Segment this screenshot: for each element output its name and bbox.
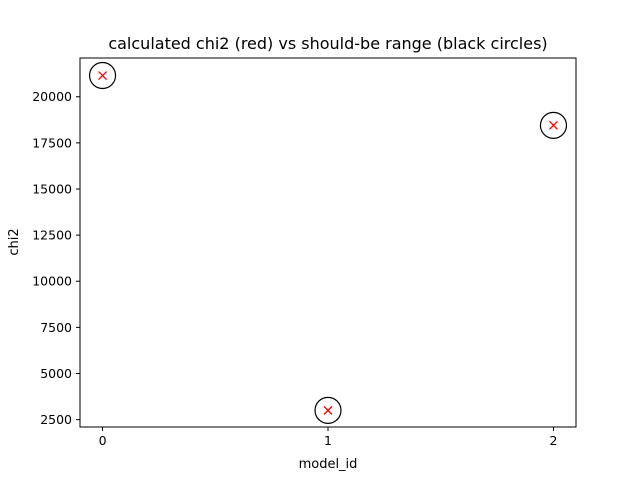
calculated-chi2-marker (323, 405, 333, 415)
y-axis: 2500 5000 7500 10000 12500 15000 17500 20000 (32, 89, 80, 427)
x-axis: 0 1 2 (99, 427, 557, 448)
x-axis-label: model_id (299, 457, 358, 472)
expected-range-circle (314, 396, 342, 424)
y-tick-label: 7500 (40, 320, 72, 335)
calculated-chi2-marker (98, 71, 108, 80)
expected-range-circle (88, 61, 117, 90)
y-tick-label: 10000 (32, 274, 72, 289)
x-tick-label: 0 (99, 433, 107, 448)
y-tick-label: 12500 (32, 228, 72, 243)
y-tick-label: 20000 (32, 89, 72, 104)
plot-area (79, 57, 577, 428)
y-axis-label: chi2 (7, 228, 22, 255)
y-tick-label: 17500 (32, 135, 72, 150)
chart-title: calculated chi2 (red) vs should-be range… (108, 34, 547, 53)
x-tick-label: 2 (549, 433, 557, 448)
y-tick-label: 5000 (40, 366, 72, 381)
calculated-chi2-marker (548, 120, 558, 130)
expected-range-circle (539, 111, 568, 139)
y-tick-label: 15000 (32, 181, 72, 196)
data-points (88, 61, 568, 424)
y-tick-label: 2500 (40, 412, 72, 427)
x-tick-label: 1 (324, 433, 332, 448)
